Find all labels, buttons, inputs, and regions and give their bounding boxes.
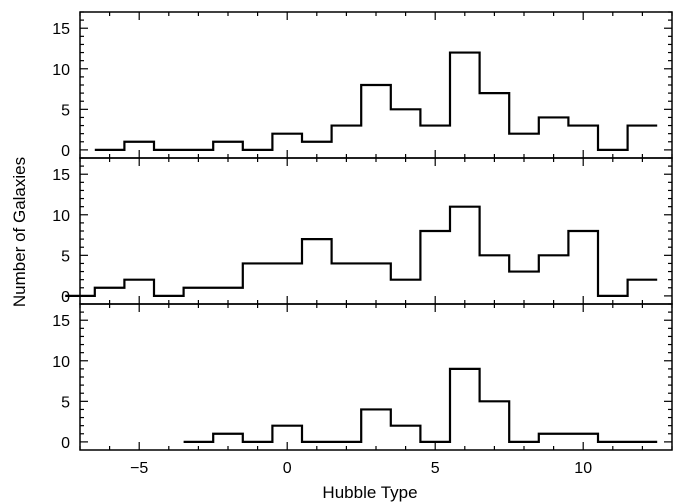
x-tick-label: −5 [130, 460, 148, 477]
y-tick-label: 15 [52, 167, 70, 184]
panel-1: 0 5 10 15 [52, 11, 673, 160]
x-tick-label: 10 [574, 460, 592, 477]
histogram-series [94, 51, 658, 151]
y-tick-label: 5 [61, 102, 70, 119]
x-axis-label: Hubble Type [322, 483, 417, 502]
histogram-series [65, 205, 658, 297]
y-tick-label: 15 [52, 21, 70, 38]
histogram-series [183, 367, 658, 443]
panels: 0 5 10 15 0 5 10 15 0 5 10 15 −5 0 5 10 [52, 11, 673, 477]
y-tick-label: 0 [61, 435, 70, 452]
panel-3: 0 5 10 15 −5 0 5 10 [52, 303, 673, 477]
y-tick-label: 5 [61, 248, 70, 265]
x-tick-label: 0 [283, 460, 292, 477]
y-tick-label: 0 [61, 289, 70, 306]
y-tick-label: 0 [61, 143, 70, 160]
panel-2: 0 5 10 15 [52, 157, 673, 306]
y-axis-label: Number of Galaxies [10, 157, 29, 307]
y-tick-label: 10 [52, 354, 70, 371]
y-tick-label: 5 [61, 394, 70, 411]
y-tick-label: 15 [52, 313, 70, 330]
y-tick-label: 10 [52, 208, 70, 225]
x-tick-label: 5 [431, 460, 440, 477]
panel-frame [79, 303, 673, 451]
y-tick-label: 10 [52, 62, 70, 79]
